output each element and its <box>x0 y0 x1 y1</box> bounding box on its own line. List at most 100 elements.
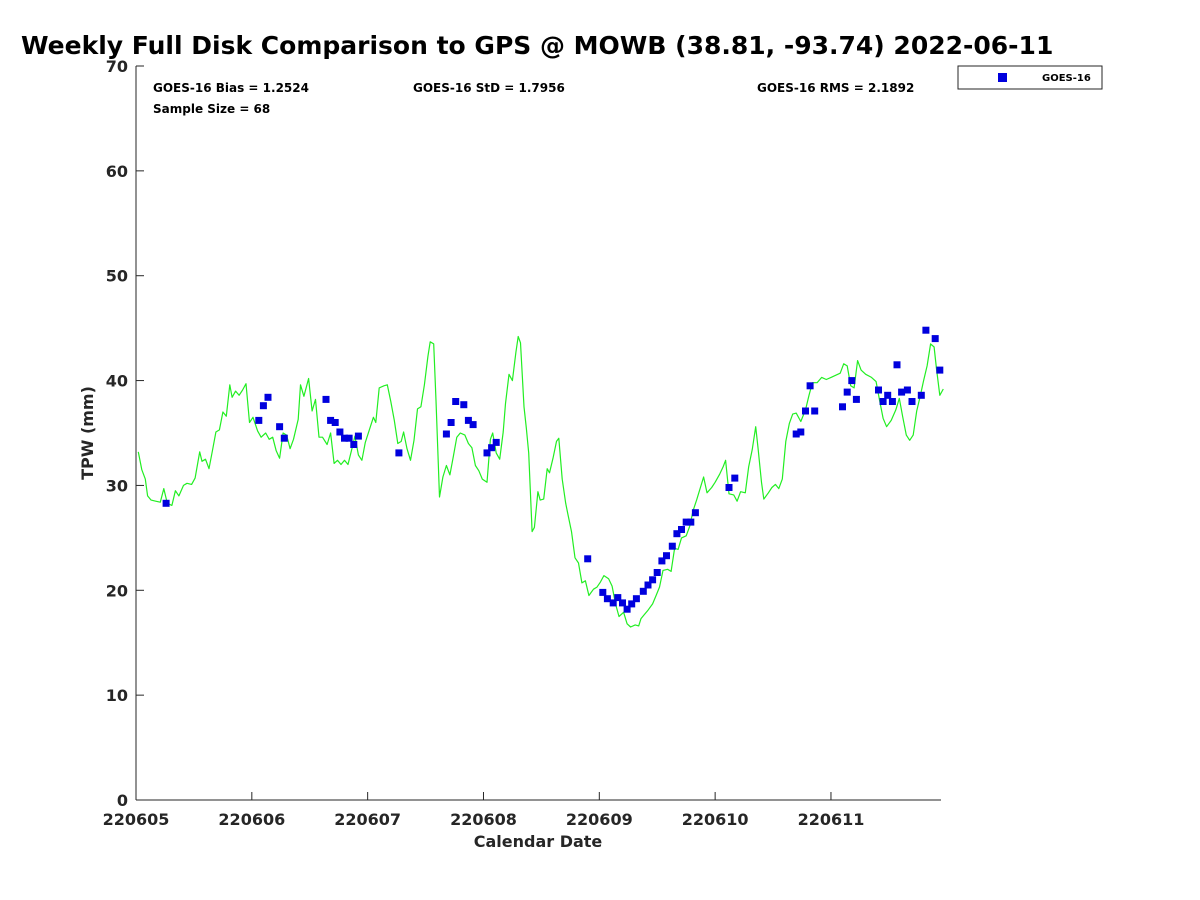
sample-size-stat: Sample Size = 68 <box>153 102 270 116</box>
goes-marker <box>619 599 626 607</box>
goes-marker <box>884 391 892 399</box>
goes-marker <box>668 542 676 550</box>
y-tick-label: 60 <box>106 162 128 181</box>
goes-marker <box>614 594 622 602</box>
goes-marker <box>658 557 666 565</box>
goes-marker <box>792 430 800 438</box>
goes-marker <box>936 366 944 374</box>
goes-marker <box>644 581 652 589</box>
x-axis-label: Calendar Date <box>474 832 603 851</box>
goes-marker <box>678 526 685 533</box>
x-tick-label: 220608 <box>450 810 517 829</box>
goes-marker <box>327 416 335 424</box>
goes-marker <box>280 434 288 442</box>
goes-marker <box>162 499 170 507</box>
x-tick-label: 220606 <box>218 810 285 829</box>
goes-marker <box>797 428 805 436</box>
x-tick-label: 220607 <box>334 810 401 829</box>
goes-marker <box>395 449 403 457</box>
x-ticks: 220605 220606 220607 220608 220609 220610 2206… <box>103 792 865 829</box>
goes-marker <box>469 421 477 429</box>
y-tick-label: 50 <box>106 267 128 286</box>
legend-label-goes: GOES-16 <box>1042 73 1091 84</box>
goes-marker <box>609 599 617 607</box>
goes-marker <box>264 393 272 401</box>
goes-marker <box>460 401 468 409</box>
goes-marker <box>843 388 851 396</box>
goes-marker <box>922 326 930 334</box>
goes-marker <box>341 434 348 442</box>
legend-marker-goes <box>998 73 1007 82</box>
goes-marker <box>875 386 882 394</box>
legend: GOES-16 <box>957 65 1103 90</box>
goes-marker <box>908 398 916 405</box>
goes-marker <box>584 555 592 563</box>
goes-marker <box>731 474 739 482</box>
goes-marker <box>725 484 733 491</box>
legend-box <box>957 65 1103 90</box>
y-tick-label: 70 <box>106 57 128 76</box>
goes-marker <box>276 423 284 431</box>
y-tick-label: 10 <box>106 686 128 705</box>
goes-marker <box>492 438 500 446</box>
std-stat: GOES-16 StD = 1.7956 <box>413 81 565 95</box>
goes-marker <box>488 444 496 452</box>
goes-marker <box>322 395 330 403</box>
y-tick-label: 40 <box>106 372 128 391</box>
goes-marker <box>903 386 911 394</box>
gps-line-layer <box>137 335 944 628</box>
goes-marker <box>839 403 846 411</box>
goes-marker <box>893 361 901 369</box>
goes-marker <box>888 398 896 405</box>
goes-marker <box>653 569 661 576</box>
y-tick-label: 0 <box>117 791 128 810</box>
goes-marker <box>802 407 809 415</box>
goes-marker <box>452 398 460 405</box>
plot-area <box>135 66 941 801</box>
goes-marker <box>255 416 263 424</box>
goes-marker <box>811 407 819 415</box>
y-ticks: 0 10 20 30 40 50 60 70 <box>106 57 144 810</box>
x-tick-label: 220609 <box>566 810 633 829</box>
goes-marker <box>848 377 856 385</box>
goes-marker <box>483 449 491 457</box>
bias-stat: GOES-16 Bias = 1.2524 <box>153 81 309 95</box>
goes-marker <box>447 419 455 426</box>
goes-marker <box>917 391 925 399</box>
x-tick-label: 220605 <box>103 810 170 829</box>
goes-marker <box>649 576 657 584</box>
x-tick-label: 220611 <box>798 810 865 829</box>
goes-marker <box>931 335 939 343</box>
x-tick-label: 220610 <box>682 810 749 829</box>
goes-marker <box>331 419 339 426</box>
goes-marker <box>898 388 906 396</box>
goes-marker <box>628 600 636 608</box>
goes-marker <box>350 441 358 448</box>
y-tick-label: 20 <box>106 581 128 600</box>
goes-marker <box>336 428 344 436</box>
goes-marker <box>442 430 450 438</box>
chart-title: Weekly Full Disk Comparison to GPS @ MOW… <box>21 31 1053 60</box>
goes-marker <box>632 595 640 603</box>
goes-marker <box>691 509 699 517</box>
goes-marker <box>603 595 611 603</box>
y-axis-label: TPW (mm) <box>78 386 97 480</box>
rms-stat: GOES-16 RMS = 2.1892 <box>757 81 914 95</box>
goes-marker <box>259 402 267 410</box>
goes-marker-layer <box>162 326 944 613</box>
goes-marker <box>852 395 860 403</box>
goes-marker <box>345 434 353 442</box>
goes-marker <box>687 518 695 526</box>
goes-marker <box>879 398 887 405</box>
goes-marker <box>663 552 670 560</box>
goes-marker <box>464 416 472 424</box>
goes-marker <box>599 588 607 596</box>
gps-tpw-line <box>137 335 944 628</box>
goes-marker <box>673 530 681 538</box>
goes-marker <box>639 587 647 595</box>
goes-marker <box>806 382 814 390</box>
y-tick-label: 30 <box>106 476 128 495</box>
goes-marker <box>354 432 362 440</box>
goes-marker <box>682 518 690 526</box>
